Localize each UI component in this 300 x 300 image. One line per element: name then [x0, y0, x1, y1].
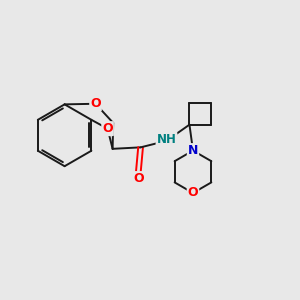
Text: N: N: [188, 144, 198, 157]
Text: O: O: [102, 122, 113, 135]
Text: O: O: [90, 97, 101, 110]
Text: NH: NH: [157, 133, 176, 146]
Text: O: O: [188, 187, 198, 200]
Text: O: O: [133, 172, 143, 185]
